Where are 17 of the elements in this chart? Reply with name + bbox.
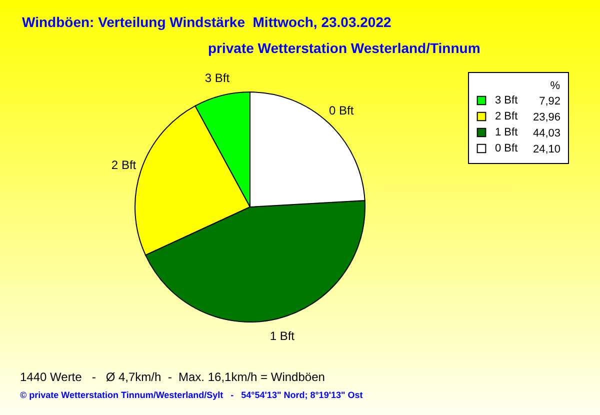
- data-label: 23,96: [532, 112, 560, 124]
- chart-title: Windböen: Verteilung Windstärke Mittwoch, 23.03.2022: [22, 14, 392, 30]
- slice-label: 2 Bft: [111, 158, 137, 172]
- chart-subtitle: private Wetterstation Westerland/Tinnum: [208, 40, 480, 56]
- legend-label: 1 Bft: [495, 126, 518, 138]
- legend-title: %: [550, 80, 560, 92]
- slice-label: 3 Bft: [204, 71, 230, 86]
- legend-label: 3 Bft: [495, 94, 518, 106]
- legend-label: 2 Bft: [495, 110, 518, 122]
- slice-label: 1 Bft: [270, 329, 296, 344]
- slice-label: 0 Bft: [329, 103, 354, 118]
- text: 1440 Werte - Ø 4,7km/h - Max. 16,1km/h = Windböen: [20, 370, 325, 384]
- legend-label: 0 Bft: [495, 142, 518, 154]
- data-label: 44,03: [532, 128, 560, 140]
- data-label: 7,92: [539, 96, 560, 108]
- text: © private Wetterstation Tinnum/Westerland/Sylt - 54°54'13" Nord; 8°19'13" Ost: [20, 390, 363, 400]
- data-label: 24,10: [532, 144, 560, 156]
